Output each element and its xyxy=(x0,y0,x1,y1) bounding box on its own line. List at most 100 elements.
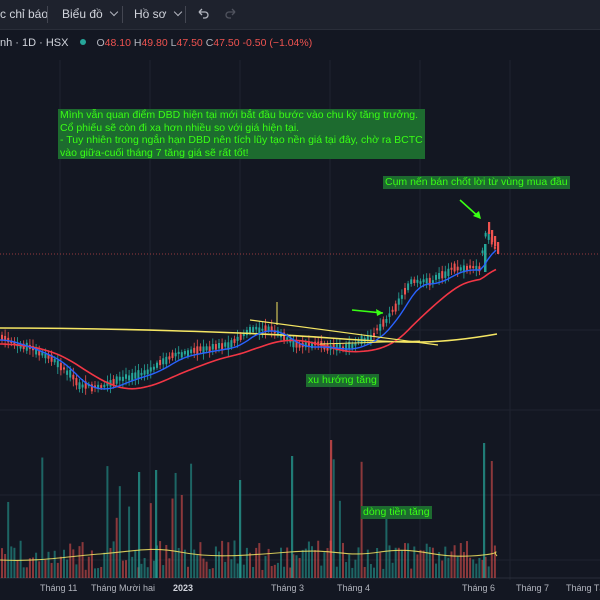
candle-body xyxy=(456,266,459,271)
volume-bar xyxy=(59,556,62,578)
top-toolbar: c chỉ báo Biểu đồ Hồ sơ xyxy=(0,0,600,30)
candle-body xyxy=(56,360,59,368)
candle-body xyxy=(459,267,462,271)
candle-body xyxy=(193,347,196,353)
profile-menu-button[interactable]: Hồ sơ xyxy=(134,0,182,29)
note-line: vào giữa-cuối tháng 7 tăng giá sẽ rất tố… xyxy=(60,146,249,159)
candle-body xyxy=(366,335,369,341)
volume-bar xyxy=(25,567,28,578)
volume-bar xyxy=(388,545,391,578)
candle-body xyxy=(481,250,484,254)
volume-bar xyxy=(338,500,341,578)
indicators-button[interactable]: c chỉ báo xyxy=(0,0,48,29)
candle-body xyxy=(239,334,242,340)
candle-body xyxy=(4,335,7,341)
symbol-info[interactable]: nh · 1D · HSX xyxy=(0,37,69,49)
volume-bar xyxy=(410,568,413,578)
candle-body xyxy=(174,352,177,357)
candle-body xyxy=(332,344,335,349)
candle-body xyxy=(63,367,65,370)
candle-body xyxy=(125,374,127,379)
candle-body xyxy=(143,370,146,375)
undo-icon xyxy=(198,8,209,19)
volume-bar xyxy=(72,549,75,578)
volume-bar xyxy=(193,549,196,578)
volume-bar xyxy=(369,564,372,578)
candle-body xyxy=(255,326,258,330)
money-flow-annotation[interactable]: dòng tiền tăng xyxy=(361,506,432,519)
undo-button[interactable] xyxy=(196,0,210,29)
candle-body xyxy=(264,325,267,332)
volume-bar xyxy=(41,457,44,578)
trend-line xyxy=(319,340,421,345)
volume-bar xyxy=(428,546,431,578)
candle-body xyxy=(493,246,496,249)
candle-body xyxy=(35,347,38,355)
volume-bar xyxy=(208,569,211,578)
volume-bar xyxy=(103,552,106,578)
volume-bar xyxy=(138,472,141,578)
volume-bar xyxy=(435,563,437,578)
volume-bar xyxy=(69,543,72,578)
volume-bar xyxy=(149,503,152,578)
volume-bar xyxy=(314,550,317,578)
volume-bar xyxy=(28,558,31,578)
candle-body xyxy=(224,342,227,347)
candle-body xyxy=(171,352,174,358)
volume-bar xyxy=(233,540,236,578)
ma-mid-line xyxy=(0,268,497,390)
chart-menu-button[interactable]: Biểu đồ xyxy=(62,0,118,29)
candle-body xyxy=(156,362,158,368)
candle-body xyxy=(286,337,289,341)
candle-body xyxy=(47,354,50,359)
candle-body xyxy=(369,334,372,341)
volume-bar xyxy=(199,542,202,578)
close-value: 47.50 xyxy=(213,37,240,49)
volume-bar xyxy=(487,566,490,578)
candle-body xyxy=(245,329,248,336)
candle-body xyxy=(218,343,220,349)
volume-bar xyxy=(311,546,313,578)
candle-body xyxy=(447,268,450,276)
candle-body xyxy=(270,326,273,331)
redo-icon xyxy=(225,8,236,19)
candle-body xyxy=(128,375,131,381)
x-axis-label: Tháng 3 xyxy=(271,583,305,593)
candle-body xyxy=(422,279,425,283)
candle-body xyxy=(400,295,403,299)
arrow-icon xyxy=(473,211,481,219)
toolbar-divider xyxy=(122,6,123,23)
volume-bar xyxy=(330,440,333,578)
volume-bar xyxy=(481,559,484,578)
volume-bar xyxy=(379,552,382,578)
volume-bar xyxy=(289,567,292,578)
redo-button[interactable] xyxy=(224,0,238,29)
volume-bar xyxy=(131,556,134,578)
volume-bar xyxy=(4,553,7,578)
change-value: -0.50 (−1.04%) xyxy=(242,37,313,49)
candle-body xyxy=(283,332,286,341)
main-note-annotation[interactable]: Mình vẫn quan điểm DBD hiện tại mới bắt … xyxy=(58,109,425,159)
candle-body xyxy=(72,374,75,380)
note-line: - Tuy nhiên trong ngắn hạn DBD nên tích … xyxy=(60,134,423,146)
candle-body xyxy=(298,344,301,348)
candle-body xyxy=(295,341,298,348)
open-key: O xyxy=(96,37,105,49)
volume-bar xyxy=(50,562,53,578)
volume-bar xyxy=(335,566,338,578)
volume-bar xyxy=(245,547,248,578)
candle-body xyxy=(487,232,490,240)
volume-bar xyxy=(450,551,453,578)
candle-body xyxy=(252,327,255,333)
uptrend-annotation[interactable]: xu hướng tăng xyxy=(306,374,379,387)
volume-bar xyxy=(397,547,400,578)
volume-bar xyxy=(286,547,289,578)
top-candle-annotation[interactable]: Cụm nến bán chốt lời từ vùng mua đầu xyxy=(383,176,570,189)
volume-bar xyxy=(38,561,41,578)
candle-body xyxy=(376,328,379,331)
candle-body xyxy=(453,263,456,272)
candle-body xyxy=(59,363,62,371)
candle-body xyxy=(202,346,205,353)
volume-bar xyxy=(483,443,486,578)
